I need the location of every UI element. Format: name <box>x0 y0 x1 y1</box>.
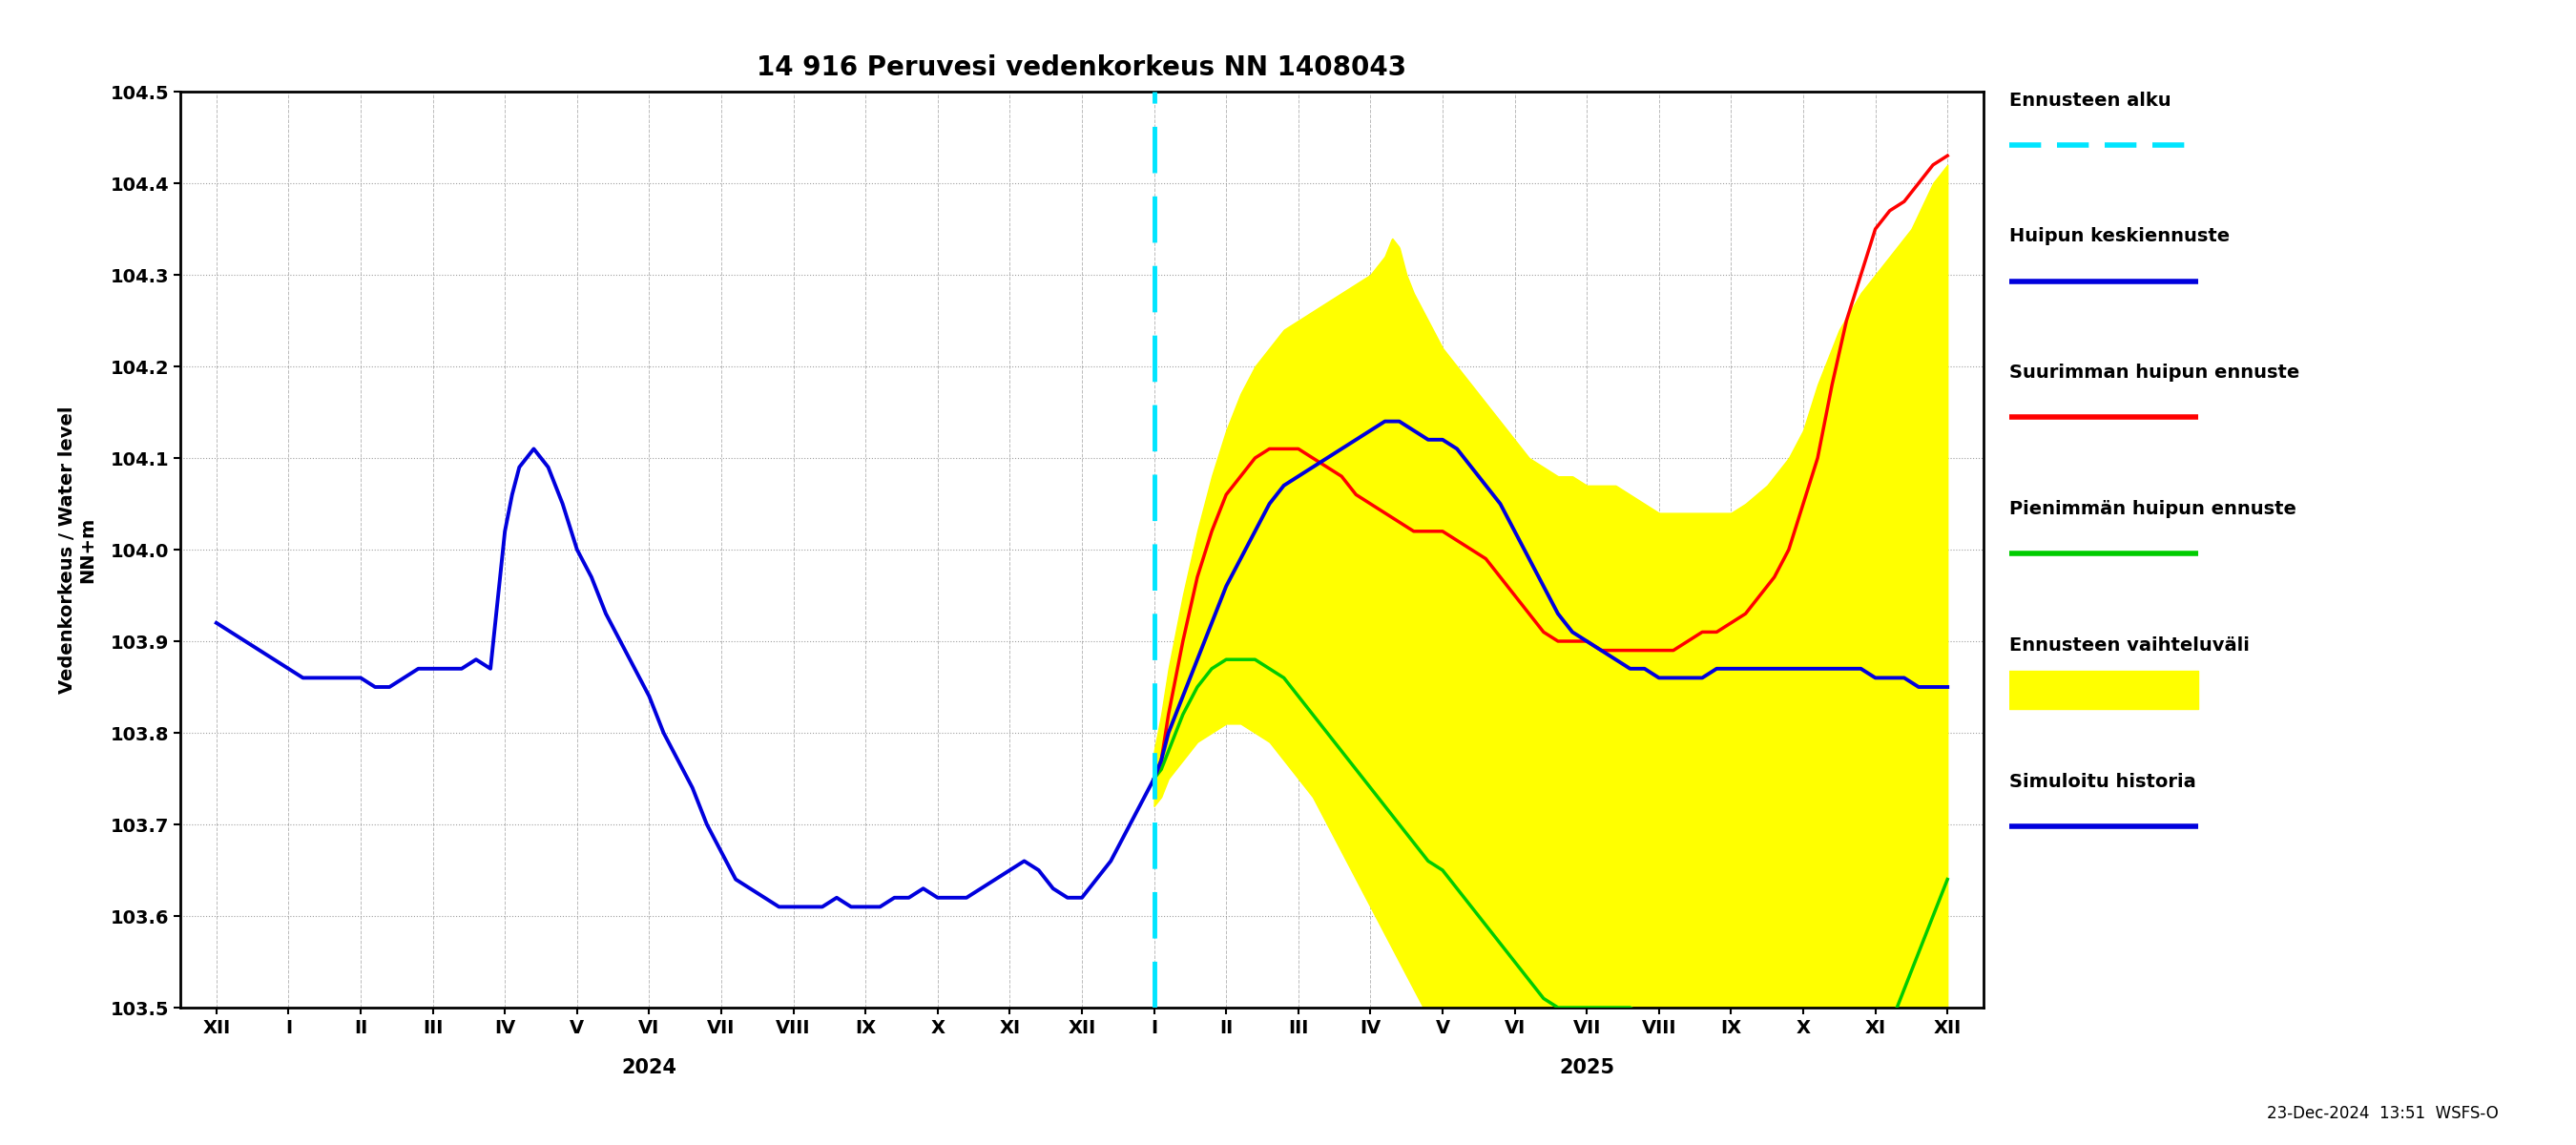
Text: Ennusteen vaihteluväli: Ennusteen vaihteluväli <box>2009 637 2249 655</box>
Y-axis label: Vedenkorkeus / Water level
NN+m: Vedenkorkeus / Water level NN+m <box>57 405 98 694</box>
Text: Suurimman huipun ennuste: Suurimman huipun ennuste <box>2009 364 2300 382</box>
Text: Simuloitu historia: Simuloitu historia <box>2009 773 2195 791</box>
Title: 14 916 Peruvesi vedenkorkeus NN 1408043: 14 916 Peruvesi vedenkorkeus NN 1408043 <box>757 55 1406 81</box>
Text: Ennusteen alku: Ennusteen alku <box>2009 92 2172 110</box>
Text: 2025: 2025 <box>1558 1058 1615 1077</box>
Text: 2024: 2024 <box>621 1058 677 1077</box>
Text: Huipun keskiennuste: Huipun keskiennuste <box>2009 228 2231 246</box>
Text: 23-Dec-2024  13:51  WSFS-O: 23-Dec-2024 13:51 WSFS-O <box>2267 1105 2499 1122</box>
Text: Pienimmän huipun ennuste: Pienimmän huipun ennuste <box>2009 500 2295 519</box>
